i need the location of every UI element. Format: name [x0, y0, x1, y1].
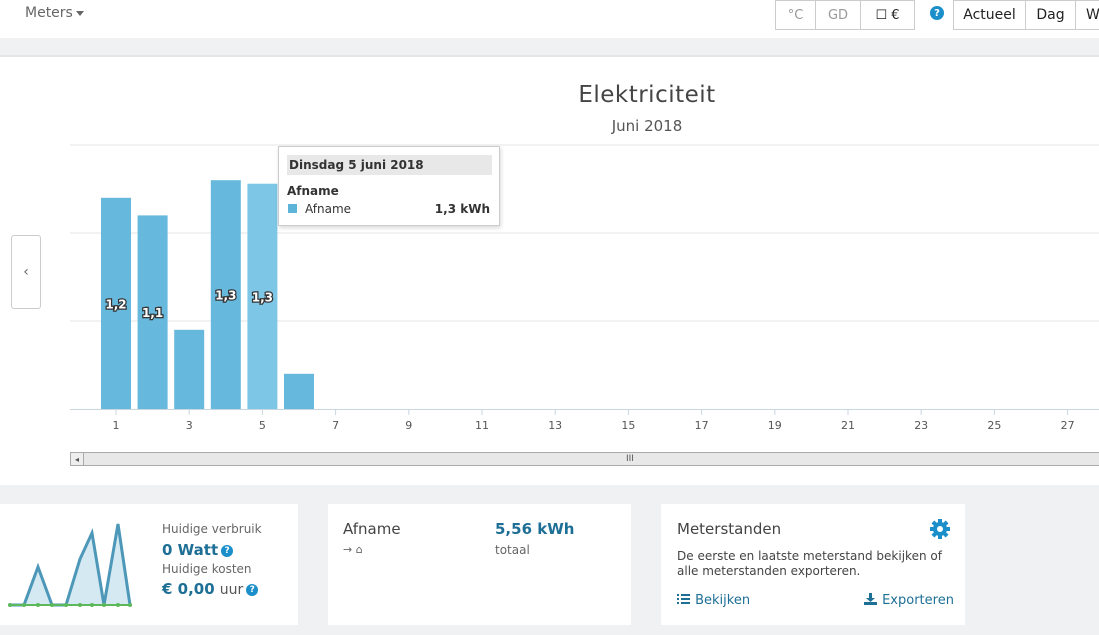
afname-total-caption: totaal: [495, 543, 530, 557]
afname-total-value: 5,56 kWh: [495, 520, 575, 538]
caret-down-icon: [75, 10, 84, 16]
celsius-toggle-button[interactable]: °C: [775, 0, 816, 30]
series-color-swatch: [288, 204, 297, 213]
x-tick-label: 1: [113, 419, 120, 432]
scrollbar-grip-icon[interactable]: III: [626, 454, 634, 464]
bar-data-label: 1,3: [215, 289, 236, 303]
cost-unit: uur: [219, 582, 244, 598]
list-icon: [677, 594, 690, 604]
bar[interactable]: [210, 180, 241, 409]
period-selector: Actueel Dag W: [953, 0, 1099, 30]
tooltip-value: 1,3 kWh: [434, 202, 490, 216]
gear-icon[interactable]: [929, 518, 951, 540]
meterstanden-description: De eerste en laatste meterstand bekijken…: [677, 549, 942, 578]
period-actueel-button[interactable]: Actueel: [953, 0, 1026, 30]
arrow-to-home-icon: → ⌂: [343, 543, 363, 556]
x-tick-label: 21: [841, 419, 855, 432]
euro-toggle-button[interactable]: ☐ €: [860, 0, 915, 30]
bar-data-label: 1,1: [142, 306, 163, 320]
tooltip-series-label: Afname: [305, 202, 352, 216]
x-tick-label: 15: [621, 419, 635, 432]
x-tick-label: 27: [1061, 419, 1075, 432]
tooltip-series-title: Afname: [287, 184, 339, 198]
afname-card: Afname → ⌂ 5,56 kWh totaal: [328, 504, 631, 625]
help-icon[interactable]: ?: [930, 6, 944, 20]
x-tick-label: 3: [186, 419, 193, 432]
bar[interactable]: [101, 197, 131, 409]
live-usage-card: Huidige verbruik 0 Watt? Huidige kosten …: [0, 504, 298, 625]
bar[interactable]: [284, 373, 314, 409]
afname-title: Afname: [343, 520, 401, 538]
period-week-button[interactable]: W: [1075, 0, 1099, 30]
chart-subtitle: Juni 2018: [611, 117, 683, 135]
current-usage-value: 0 Watt: [162, 541, 219, 559]
x-tick-label: 23: [914, 419, 928, 432]
bar-chart: 1,21,11,3 1,31 3 5 7 9 11 13 15 17 19 21 23 25 27: [70, 144, 1099, 432]
bar-data-label: 1,3: [252, 290, 273, 304]
bar[interactable]: [137, 215, 168, 409]
x-tick-label: 13: [548, 419, 562, 432]
x-tick-label: 25: [987, 419, 1001, 432]
meterstanden-card: Meterstanden De eerste en laatste meters…: [661, 504, 965, 625]
help-icon[interactable]: ?: [221, 544, 234, 557]
meters-dropdown[interactable]: Meters: [25, 5, 84, 21]
unit-toggle-group: °C GD ☐ €: [775, 0, 915, 30]
current-usage-row: 0 Watt?: [162, 540, 234, 559]
bar-data-label: 1,2: [105, 297, 126, 311]
previous-period-button[interactable]: ‹: [11, 235, 41, 309]
current-cost-row: € 0,00 uur?: [162, 579, 259, 598]
tooltip-date: Dinsdag 5 juni 2018: [287, 155, 492, 175]
export-readings-link[interactable]: Exporteren: [864, 589, 954, 608]
bar[interactable]: [174, 329, 205, 409]
x-tick-label: 5: [259, 419, 266, 432]
chart-title: Elektriciteit: [578, 82, 716, 108]
chart-tooltip: Dinsdag 5 juni 2018 Afname Afname 1,3 kW…: [278, 146, 500, 226]
live-usage-sparkline: [8, 523, 132, 607]
x-tick-label: 7: [332, 419, 339, 432]
view-readings-label: Bekijken: [695, 593, 751, 608]
scroll-left-arrow-icon[interactable]: ◂: [71, 453, 84, 465]
view-readings-link[interactable]: Bekijken: [677, 589, 750, 608]
top-toolbar: Meters °C GD ☐ € ? Actueel Dag W: [0, 0, 1099, 38]
chevron-left-icon: ‹: [23, 264, 29, 280]
meterstanden-title: Meterstanden: [677, 520, 782, 538]
current-cost-value: € 0,00: [162, 580, 215, 598]
x-tick-label: 11: [475, 419, 489, 432]
help-icon[interactable]: ?: [246, 583, 259, 596]
x-tick-label: 17: [695, 419, 709, 432]
bar[interactable]: [247, 183, 278, 409]
chart-scrollbar[interactable]: ◂ III: [70, 452, 1099, 466]
x-tick-label: 19: [768, 419, 782, 432]
current-usage-label: Huidige verbruik: [162, 522, 262, 536]
x-tick-label: 9: [405, 419, 412, 432]
current-cost-label: Huidige kosten: [162, 562, 252, 576]
meters-dropdown-label: Meters: [25, 5, 73, 21]
chart-panel: Elektriciteit Juni 2018 ‹ 1,2 1,1 1,3 1,3 1 3…: [0, 55, 1099, 485]
period-dag-button[interactable]: Dag: [1025, 0, 1076, 30]
export-readings-label: Exporteren: [882, 593, 954, 608]
degree-days-toggle-button[interactable]: GD: [815, 0, 861, 30]
download-icon: [864, 593, 877, 605]
